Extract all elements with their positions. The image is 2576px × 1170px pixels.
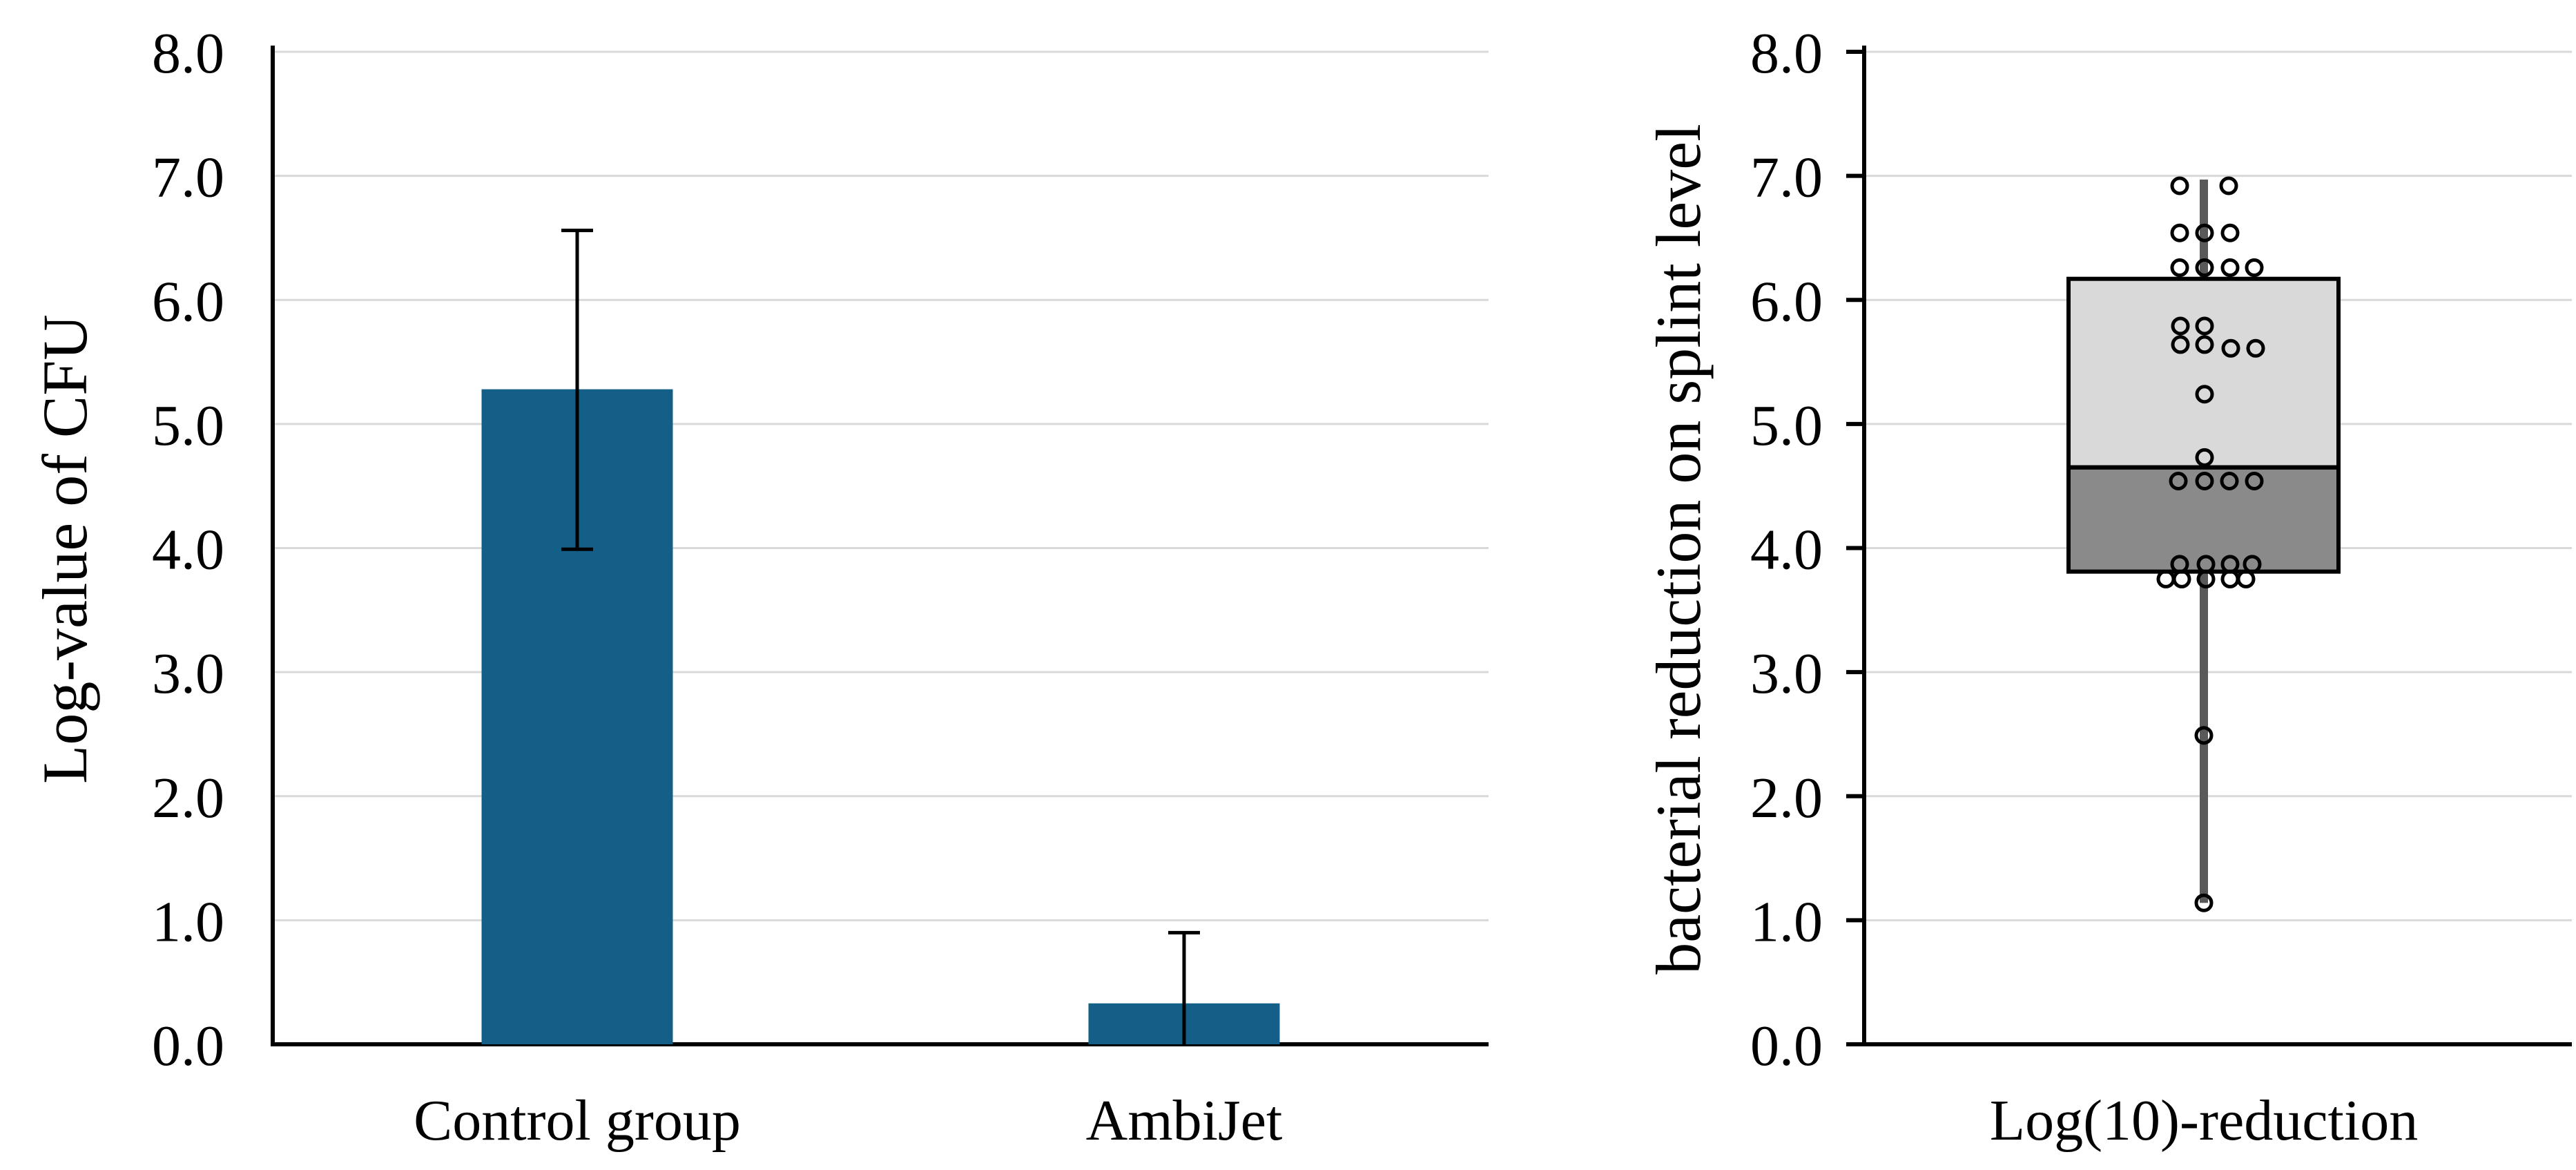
scatter-point: [2195, 472, 2214, 491]
scatter-point: [2196, 569, 2216, 588]
scatter-point: [2220, 258, 2240, 278]
bar-chart-panel: 0.0 1.0 2.0 3.0 4.0 5.0 6.0 7.0 8.0: [152, 21, 1489, 1078]
scatter-point: [2245, 258, 2264, 278]
scatter-point: [2194, 893, 2214, 912]
scatter-point: [2156, 569, 2176, 588]
y-tick-label: 3.0: [1750, 642, 1823, 706]
scatter-point: [2170, 223, 2189, 242]
scatter-point: [2194, 726, 2214, 745]
scatter-point: [2195, 223, 2214, 242]
category-label-ambijet: AmbiJet: [1086, 1089, 1283, 1153]
y-tick-label: 4.0: [1750, 518, 1823, 582]
scatter-point: [2236, 569, 2256, 588]
box-upper-quartile: [2066, 276, 2341, 470]
scatter-point: [2170, 258, 2189, 278]
scatter-point: [2171, 316, 2190, 336]
scatter-point: [2220, 223, 2240, 242]
y-tick-label: 2.0: [152, 766, 224, 830]
y-tick-label: 6.0: [152, 269, 224, 334]
box-plot-panel: 0.0 1.0 2.0 3.0 4.0 5.0 6.0 7.0 8.0: [1750, 21, 2572, 1078]
scatter-point: [2169, 472, 2188, 491]
scatter-point: [2195, 448, 2214, 467]
scatter-point: [2171, 335, 2190, 354]
scatter-point: [2243, 555, 2262, 574]
right-x-axis-label: Log(10)-reduction: [1990, 1089, 2418, 1153]
scatter-point: [2172, 569, 2191, 588]
y-tick-label: 1.0: [152, 890, 224, 954]
scatter-point: [2219, 176, 2238, 195]
category-label-control-group: Control group: [414, 1089, 741, 1153]
y-tick-label: 1.0: [1750, 890, 1823, 954]
y-tick-label: 5.0: [1750, 394, 1823, 458]
scatter-point: [2170, 176, 2189, 195]
scatter-point: [2195, 316, 2214, 336]
y-tick-label: 7.0: [152, 146, 224, 210]
right-y-axis-title: bacterial reduction on splint level: [1643, 124, 1714, 974]
y-tick-label: 7.0: [1750, 146, 1823, 210]
y-tick-label: 8.0: [1750, 21, 1823, 86]
left-y-axis-title: Log-value of CFU: [30, 314, 100, 784]
y-tick-label: 5.0: [152, 394, 224, 458]
scatter-point: [2195, 258, 2214, 278]
y-tick-label: 8.0: [152, 21, 224, 86]
y-tick-label: 3.0: [152, 642, 224, 706]
scatter-point: [2195, 335, 2214, 354]
scatter-point: [2246, 338, 2265, 358]
scatter-point: [2220, 569, 2240, 588]
scatter-point: [2245, 472, 2264, 491]
y-tick-label: 2.0: [1750, 766, 1823, 830]
scatter-point: [2195, 385, 2214, 404]
y-tick-label: 0.0: [1750, 1014, 1823, 1078]
y-tick-label: 4.0: [152, 518, 224, 582]
scatter-point: [2220, 472, 2239, 491]
y-tick-label: 0.0: [152, 1014, 224, 1078]
scatter-point: [2221, 338, 2240, 358]
y-tick-label: 6.0: [1750, 269, 1823, 334]
